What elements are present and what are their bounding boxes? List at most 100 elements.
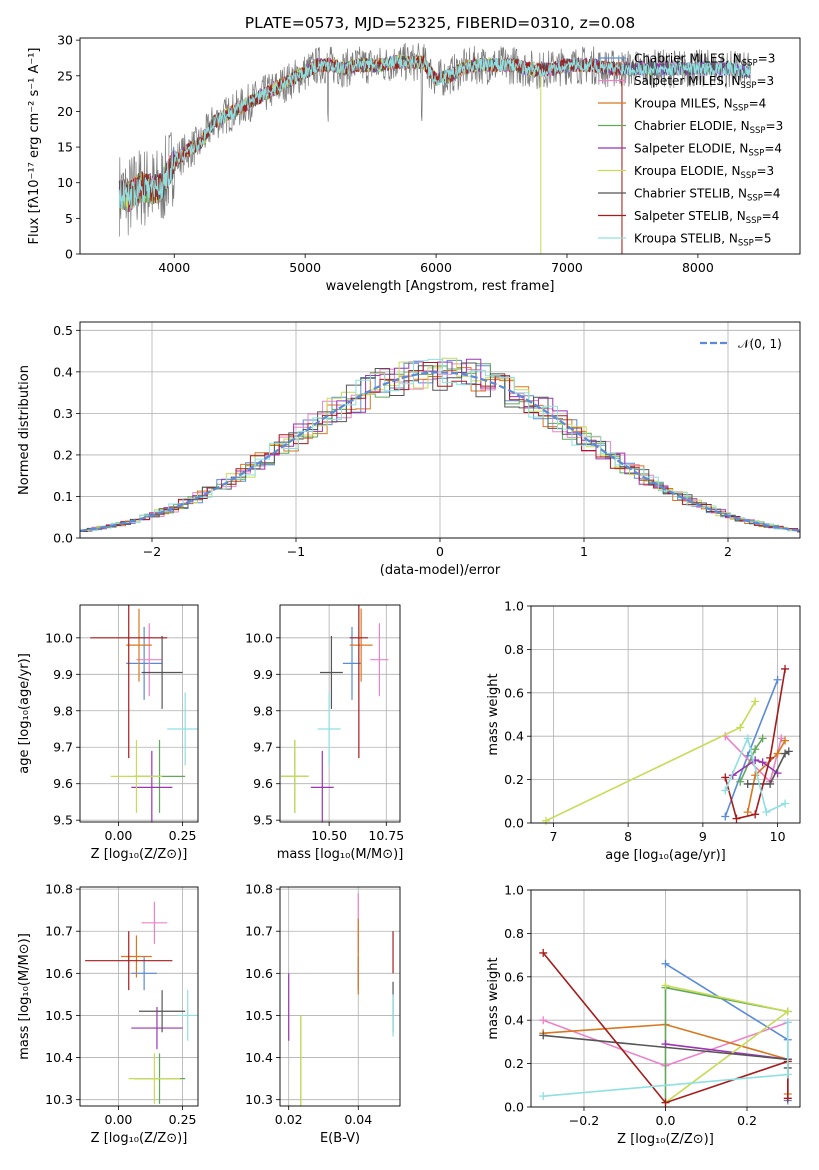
weight-line-8 (724, 735, 786, 814)
x-axis-label: Z [log₁₀(Z/Z⊙)] (91, 847, 188, 862)
x-tick-label: 0.00 (105, 828, 133, 843)
y-tick-label: 0.4 (504, 1013, 524, 1028)
weight-marker (766, 753, 775, 762)
weight-marker (773, 675, 782, 684)
weight-marker (766, 779, 775, 788)
legend-label: Kroupa ELODIE, NSSP=3 (634, 164, 774, 181)
y-tick-label: 15 (57, 140, 73, 155)
x-axis-label: Z [log₁₀(Z/Z⊙)] (617, 1132, 714, 1147)
weight-marker (773, 749, 782, 758)
x-tick-label: 8000 (682, 260, 714, 275)
weight-marker (661, 959, 670, 968)
y-tick-label: 25 (57, 68, 73, 83)
y-tick-label: 0 (65, 247, 73, 262)
legend-label: Kroupa MILES, NSSP=4 (634, 97, 766, 114)
x-tick-label: −0.2 (569, 1113, 599, 1128)
weight-marker (736, 777, 745, 786)
y-tick-label: 10.5 (45, 1008, 73, 1023)
weight-marker (751, 810, 760, 819)
x-tick-label: 0.25 (169, 1112, 197, 1127)
y-tick-label: 0.1 (53, 489, 73, 504)
figure-title: PLATE=0573, MJD=52325, FIBERID=0310, z=0… (245, 14, 635, 32)
weight-marker (781, 736, 790, 745)
chart-residuals: −2 −1 0 1 2 0.0 0.1 0.2 0.3 0.4 0.5 (data-model)/er… (17, 321, 801, 578)
y-tick-label: 20 (57, 104, 73, 119)
axes-frame (79, 321, 801, 539)
axes-frame (279, 604, 401, 823)
weight-marker (751, 745, 760, 754)
axes-frame (530, 889, 801, 1108)
y-tick-label: 9.5 (53, 813, 73, 828)
model-spectrum-line-8 (118, 55, 751, 210)
y-tick-label: 0.8 (504, 926, 524, 941)
weight-marker (539, 1092, 548, 1101)
y-axis-label: mass [log₁₀(M/M⊙)] (17, 933, 32, 1060)
x-tick-label: 8 (624, 829, 632, 844)
x-tick-label: 7000 (551, 260, 583, 275)
weight-line-4 (732, 759, 779, 776)
weight-line-7 (724, 668, 786, 820)
y-tick-label: 0.4 (53, 364, 73, 379)
y-tick-label: 0.8 (504, 642, 524, 657)
y-tick-label: 10.6 (245, 966, 273, 981)
x-tick-label: 0 (436, 544, 444, 559)
weight-marker (743, 779, 752, 788)
x-tick-label: 0.25 (169, 828, 197, 843)
x-tick-label: 0.04 (344, 1112, 372, 1127)
chart-mass-vs-ebv: 0.02 0.04 10.3 10.4 10.5 10.6 10.7 10.8 E(B-V) (245, 882, 401, 1146)
weight-marker (721, 812, 730, 821)
weight-marker (758, 758, 767, 767)
weight-line-2 (746, 740, 786, 813)
x-tick-label: 6000 (420, 260, 452, 275)
x-tick-label: 0.02 (275, 1112, 303, 1127)
residual-histogram-1 (80, 363, 800, 533)
y-tick-label: 9.8 (53, 703, 73, 718)
x-tick-label: 4000 (158, 260, 190, 275)
axes-frame (530, 605, 801, 824)
weight-marker (783, 1070, 792, 1079)
y-tick-label: 9.9 (253, 667, 273, 682)
y-tick-label: 0.6 (504, 969, 524, 984)
y-tick-label: 9.8 (253, 703, 273, 718)
weight-marker (661, 1098, 670, 1107)
x-tick-label: 0.2 (737, 1113, 757, 1128)
x-axis-label: wavelength [Angstrom, rest frame] (326, 279, 555, 294)
axes-frame (79, 604, 199, 823)
y-tick-label: 10.7 (45, 924, 73, 939)
x-axis-label: E(B-V) (320, 1131, 360, 1146)
y-tick-label: 30 (57, 33, 73, 48)
axes-frame (79, 886, 199, 1107)
y-tick-label: 10.7 (245, 924, 273, 939)
model-spectrum-line-5 (118, 54, 542, 212)
y-axis-label: age [log₁₀(age/yr)] (17, 653, 32, 774)
y-tick-label: 10.4 (45, 1050, 73, 1065)
weight-marker (539, 1031, 548, 1040)
weight-marker (758, 734, 767, 743)
spectrum-legend: Chabrier MILES, NSSP=3 Salpeter MILES, NS… (598, 52, 783, 249)
weight-marker (539, 948, 548, 957)
y-tick-label: 10.8 (245, 882, 273, 897)
y-tick-label: 1.0 (504, 599, 524, 614)
x-tick-label: 5000 (289, 260, 321, 275)
weight-marker (784, 747, 793, 756)
y-tick-label: 9.9 (53, 667, 73, 682)
axes-frame (79, 37, 801, 255)
weight-marker (541, 816, 550, 825)
y-tick-label: 9.5 (253, 813, 273, 828)
y-tick-label: 10.4 (245, 1050, 273, 1065)
weight-marker (783, 1007, 792, 1016)
x-axis-label: (data-model)/error (380, 563, 501, 578)
chart-spectrum: 4000 5000 6000 7000 8000 0 5 10 15 20 25 30 waveleng… (27, 33, 801, 294)
weight-marker (743, 808, 752, 817)
weight-marker (539, 1016, 548, 1025)
y-tick-label: 1.0 (504, 883, 524, 898)
chart-weight-vs-Z: −0.2 0.0 0.2 0.0 0.2 0.4 0.6 0.8 1.0 Z [log₁₀(Z/Z… (486, 883, 801, 1147)
residual-histogram-0 (80, 359, 800, 532)
y-tick-label: 9.7 (253, 740, 273, 755)
y-tick-label: 0.2 (53, 447, 73, 462)
x-tick-label: 9 (699, 829, 707, 844)
y-tick-label: 0.3 (53, 406, 73, 421)
x-axis-label: mass [log₁₀(M/M⊙)] (277, 847, 404, 862)
chart-age-vs-mass: 10.50 10.75 9.5 9.6 9.7 9.8 9.9 10.0 mass [log₁₀… (245, 604, 404, 862)
chart-mass-vs-Z: 0.00 0.25 10.3 10.4 10.5 10.6 10.7 10.8 Z [log₁₀… (17, 882, 199, 1146)
